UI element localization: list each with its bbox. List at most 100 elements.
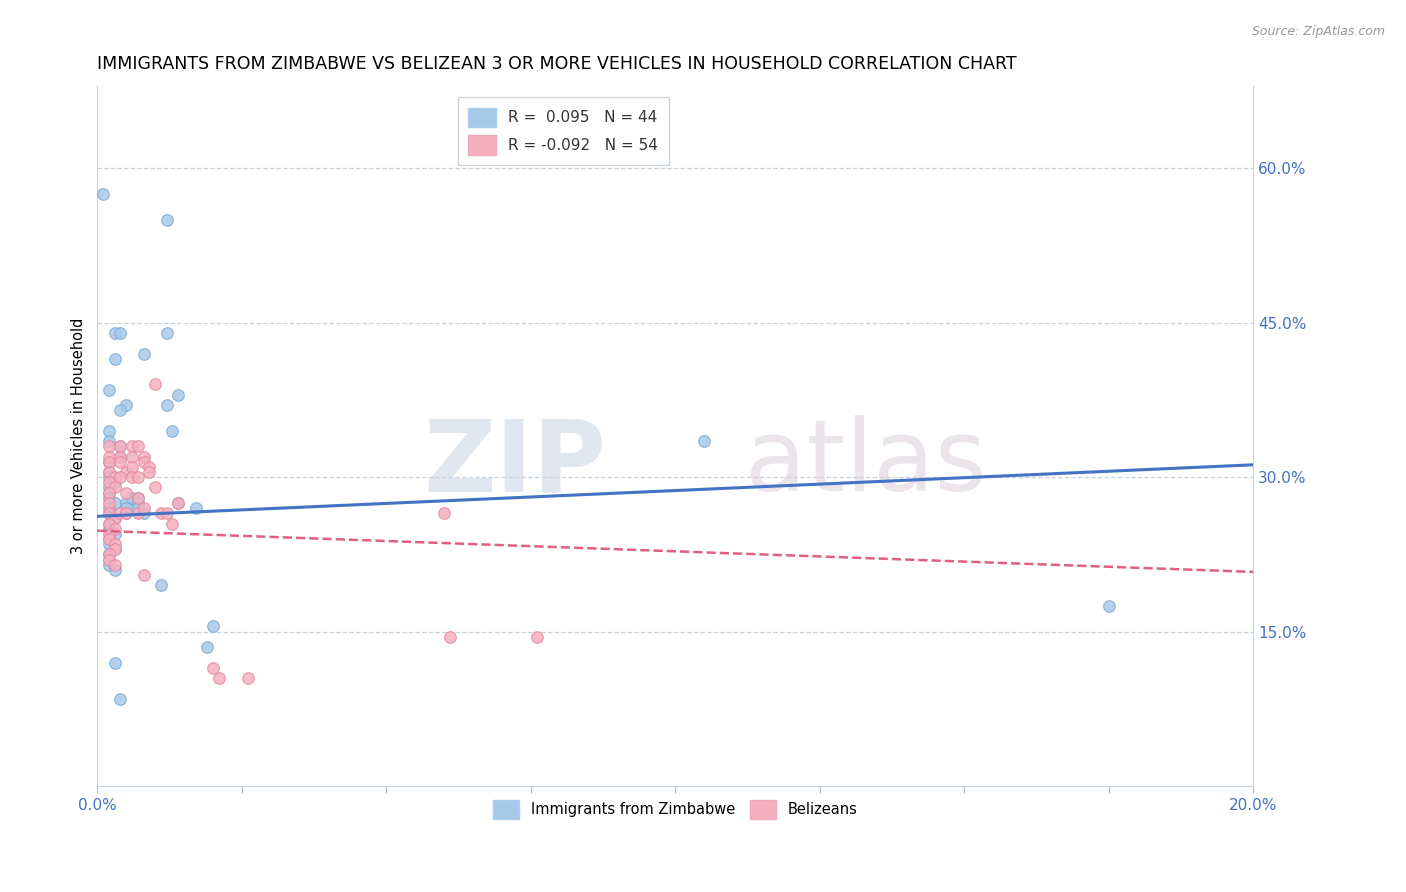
Point — [127, 439, 149, 453]
Point — [110, 326, 132, 340]
Point — [156, 212, 179, 227]
Point — [127, 491, 149, 505]
Point — [104, 558, 127, 572]
Point — [167, 496, 190, 510]
Point — [97, 516, 120, 531]
Point — [208, 671, 231, 685]
Point — [167, 496, 190, 510]
Point — [104, 480, 127, 494]
Point — [97, 501, 120, 516]
Point — [104, 496, 127, 510]
Point — [121, 450, 143, 464]
Point — [149, 506, 172, 520]
Point — [104, 470, 127, 484]
Point — [110, 455, 132, 469]
Point — [97, 522, 120, 536]
Point — [121, 459, 143, 474]
Point — [143, 377, 166, 392]
Point — [127, 491, 149, 505]
Point — [115, 501, 138, 516]
Point — [97, 506, 120, 520]
Point — [104, 475, 127, 490]
Point — [104, 542, 127, 557]
Point — [156, 326, 179, 340]
Point — [1098, 599, 1121, 613]
Point — [97, 491, 120, 505]
Point — [97, 506, 120, 520]
Point — [162, 424, 184, 438]
Text: IMMIGRANTS FROM ZIMBABWE VS BELIZEAN 3 OR MORE VEHICLES IN HOUSEHOLD CORRELATION: IMMIGRANTS FROM ZIMBABWE VS BELIZEAN 3 O… — [97, 55, 1017, 73]
Point — [201, 619, 224, 633]
Point — [97, 465, 120, 479]
Point — [115, 496, 138, 510]
Point — [97, 439, 120, 453]
Point — [143, 480, 166, 494]
Point — [110, 439, 132, 453]
Point — [91, 186, 114, 201]
Point — [110, 450, 132, 464]
Point — [693, 434, 716, 449]
Point — [110, 439, 132, 453]
Point — [110, 470, 132, 484]
Point — [115, 485, 138, 500]
Point — [110, 506, 132, 520]
Point — [167, 388, 190, 402]
Legend: Immigrants from Zimbabwe, Belizeans: Immigrants from Zimbabwe, Belizeans — [488, 794, 863, 824]
Point — [97, 526, 120, 541]
Point — [201, 661, 224, 675]
Point — [184, 501, 207, 516]
Point — [104, 326, 127, 340]
Point — [97, 552, 120, 566]
Point — [138, 459, 160, 474]
Point — [127, 470, 149, 484]
Point — [132, 450, 155, 464]
Point — [97, 537, 120, 551]
Point — [97, 465, 120, 479]
Point — [433, 506, 456, 520]
Point — [97, 480, 120, 494]
Point — [121, 439, 143, 453]
Point — [97, 455, 120, 469]
Point — [104, 526, 127, 541]
Point — [104, 522, 127, 536]
Point — [97, 383, 120, 397]
Point — [132, 501, 155, 516]
Point — [104, 511, 127, 525]
Point — [97, 455, 120, 469]
Point — [156, 398, 179, 412]
Point — [110, 403, 132, 417]
Point — [132, 455, 155, 469]
Point — [138, 465, 160, 479]
Point — [115, 465, 138, 479]
Point — [439, 630, 461, 644]
Point — [132, 506, 155, 520]
Point — [127, 501, 149, 516]
Point — [97, 450, 120, 464]
Point — [104, 511, 127, 525]
Point — [104, 656, 127, 670]
Point — [97, 470, 120, 484]
Point — [115, 506, 138, 520]
Point — [97, 485, 120, 500]
Point — [110, 450, 132, 464]
Point — [127, 506, 149, 520]
Point — [104, 537, 127, 551]
Point — [132, 568, 155, 582]
Point — [162, 516, 184, 531]
Text: atlas: atlas — [745, 416, 986, 513]
Point — [97, 434, 120, 449]
Point — [97, 532, 120, 546]
Point — [156, 506, 179, 520]
Text: Source: ZipAtlas.com: Source: ZipAtlas.com — [1251, 25, 1385, 38]
Point — [97, 475, 120, 490]
Point — [97, 532, 120, 546]
Point — [127, 496, 149, 510]
Point — [236, 671, 259, 685]
Point — [121, 491, 143, 505]
Point — [104, 563, 127, 577]
Point — [97, 548, 120, 562]
Point — [115, 398, 138, 412]
Point — [110, 691, 132, 706]
Point — [121, 470, 143, 484]
Y-axis label: 3 or more Vehicles in Household: 3 or more Vehicles in Household — [72, 318, 86, 554]
